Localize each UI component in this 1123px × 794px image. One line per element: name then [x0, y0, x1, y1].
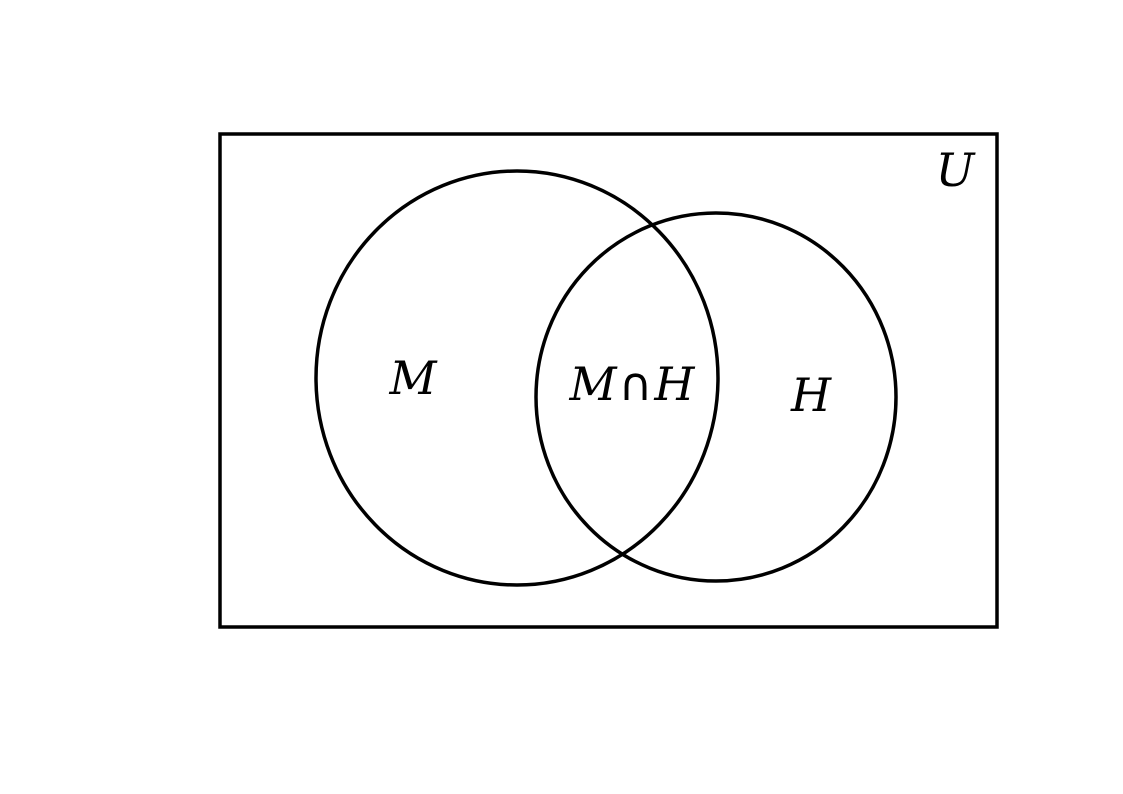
- set-m-circle: [314, 169, 720, 587]
- intersection-left-set: M: [569, 357, 619, 411]
- intersection-right-set: H: [653, 357, 695, 411]
- set-h-circle: [534, 211, 898, 583]
- intersection-operator: ∩: [619, 357, 653, 411]
- set-m-label: M: [388, 351, 438, 405]
- universe-label: U: [936, 143, 977, 197]
- set-h-label: H: [790, 368, 832, 422]
- intersection-label: M∩H: [569, 357, 696, 411]
- universe-rectangle: [218, 132, 999, 629]
